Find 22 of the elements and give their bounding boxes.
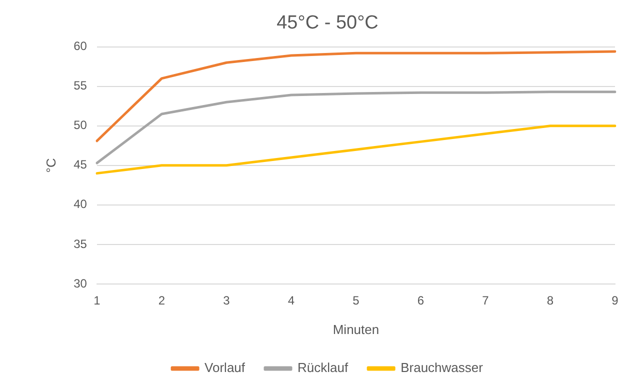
y-tick-label: 30 [74, 276, 88, 290]
x-tick-label: 1 [94, 294, 101, 308]
x-tick-label: 6 [417, 294, 424, 308]
y-tick-label: 50 [74, 118, 88, 132]
x-tick-label: 9 [612, 294, 619, 308]
y-tick-label: 55 [74, 78, 88, 93]
x-tick-label: 5 [352, 294, 360, 308]
y-axis-title: °C [43, 158, 58, 173]
y-tick-label: 40 [74, 197, 88, 212]
x-tick-label: 8 [546, 294, 554, 308]
x-tick-label: 7 [482, 294, 490, 308]
legend-label: Rücklauf [298, 360, 348, 376]
x-tick-label: 4 [288, 294, 295, 308]
y-tick-label: 45 [74, 158, 88, 172]
x-tick-label: 3 [223, 294, 230, 308]
chart-title: 45°C - 50°C [276, 12, 378, 34]
y-tick-label: 35 [74, 236, 88, 251]
legend-label: Vorlauf [204, 360, 246, 376]
y-tick-label: 60 [74, 39, 88, 54]
legend-label: Brauchwasser [400, 360, 484, 376]
x-tick-label: 2 [158, 294, 166, 308]
x-axis-title: Minuten [332, 322, 380, 337]
